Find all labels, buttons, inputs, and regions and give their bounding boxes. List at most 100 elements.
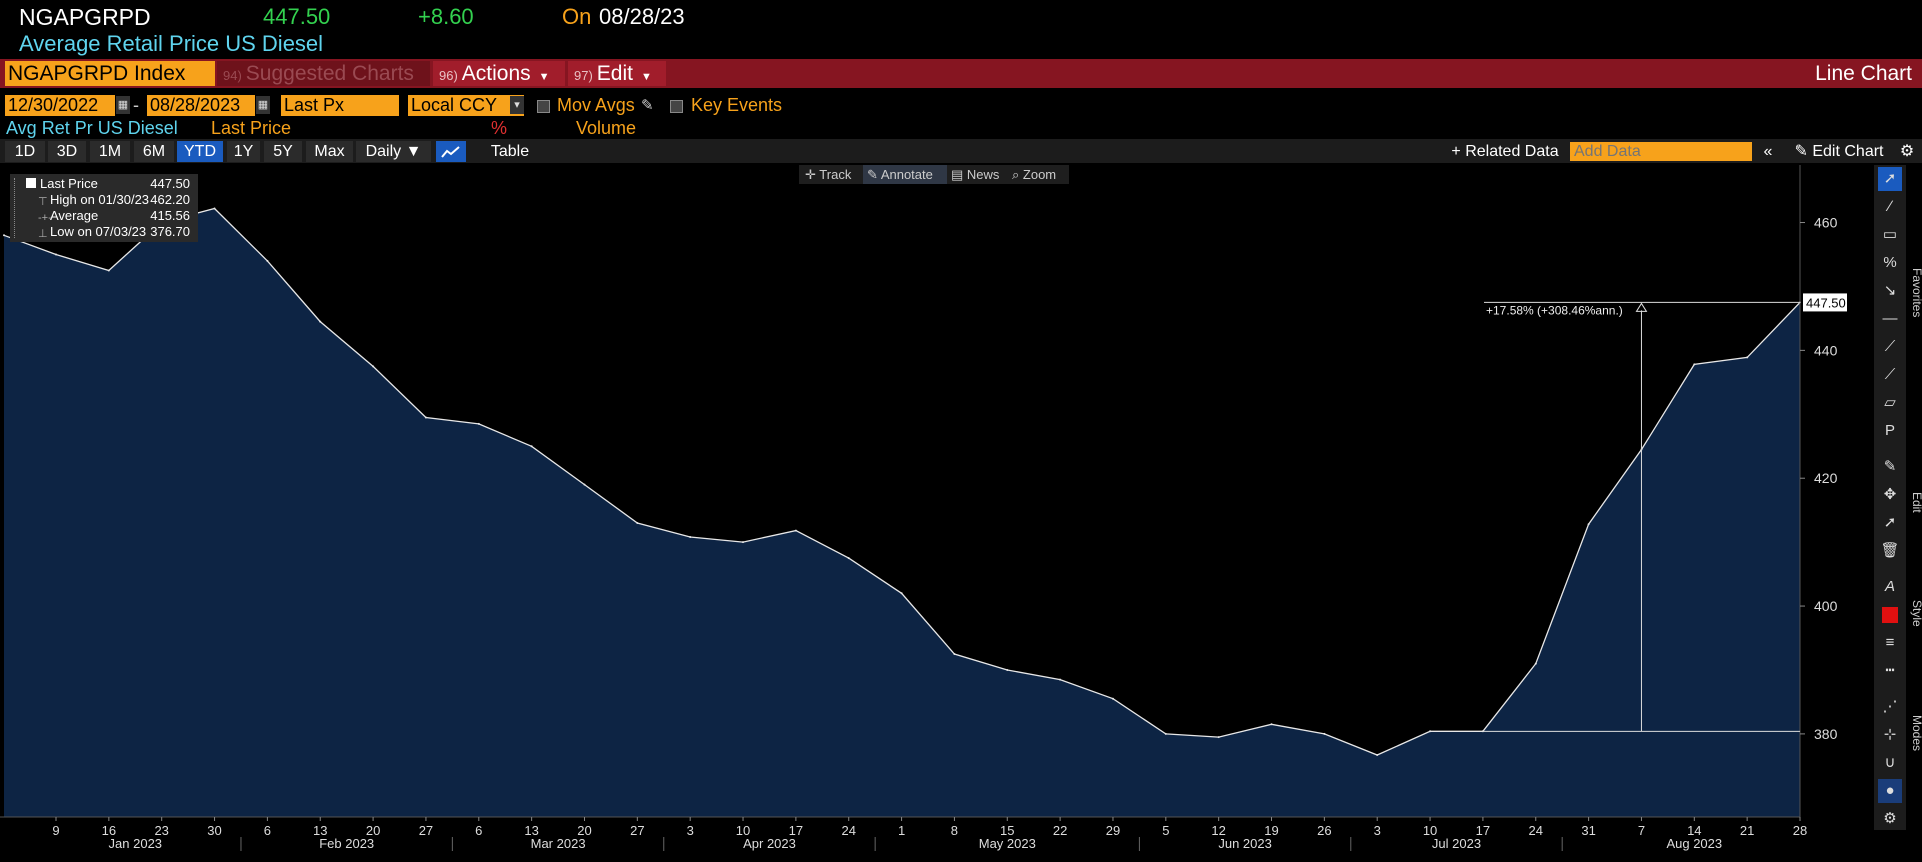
data-point <box>1693 363 1696 366</box>
tab-modes[interactable]: Modes <box>1910 715 1922 752</box>
pitchfork-icon[interactable]: P <box>1884 422 1895 439</box>
select-icon[interactable]: ➚ <box>1883 514 1897 531</box>
key-events-checkbox[interactable] <box>670 100 683 113</box>
range-6m-button[interactable]: 6M <box>134 141 174 162</box>
percent-measure-icon[interactable]: % <box>1883 254 1897 271</box>
legend-average-label: Average <box>50 208 99 223</box>
x-tick-label: 8 <box>951 823 958 838</box>
chevron-down-icon[interactable]: ▾ <box>510 96 524 114</box>
trend-line-icon[interactable]: ⟋ <box>1884 338 1896 355</box>
x-tick-label: 26 <box>1317 823 1331 838</box>
annotate-tool[interactable]: ✎ Annotate <box>863 165 947 184</box>
month-label: May 2023 <box>979 836 1036 851</box>
calendar-icon[interactable]: ▦ <box>116 96 130 114</box>
table-button[interactable]: Table <box>490 143 530 160</box>
y-tick-label: 440 <box>1814 342 1838 358</box>
tab-favorites[interactable]: Favorites <box>1910 268 1922 318</box>
range-5y-button[interactable]: 5Y <box>264 141 302 162</box>
x-tick-label: 28 <box>1793 823 1807 838</box>
legend-low-label: Low on 07/03/23 <box>50 224 147 239</box>
news-tool[interactable]: ▤ News <box>951 165 999 184</box>
x-tick-label: 1 <box>898 823 905 838</box>
percent-label: % <box>491 118 508 138</box>
x-tick-label: 23 <box>154 823 168 838</box>
range-ytd-button[interactable]: YTD <box>177 141 223 162</box>
x-tick-label: 24 <box>841 823 855 838</box>
add-data-input[interactable] <box>1570 142 1752 161</box>
arrow-icon[interactable]: ↘ <box>1883 282 1897 299</box>
security-input[interactable]: NGAPGRPD Index <box>5 61 215 86</box>
data-point <box>1376 754 1379 756</box>
edit-button[interactable]: 97) Edit ▼ <box>568 61 666 86</box>
data-point <box>55 253 57 256</box>
calendar-icon[interactable]: ▦ <box>256 96 270 114</box>
collapse-icon[interactable]: « <box>1763 143 1773 160</box>
zoom-tool[interactable]: ⌕ Zoom <box>1012 165 1056 184</box>
edit-chart-button[interactable]: ✎ Edit Chart <box>1784 141 1894 162</box>
month-label: Jul 2023 <box>1432 836 1481 851</box>
ticker: NGAPGRPD <box>19 4 151 30</box>
end-date-input[interactable]: 08/28/2023 <box>147 95 255 116</box>
range-max-button[interactable]: Max <box>306 141 353 162</box>
range-3d-button[interactable]: 3D <box>48 141 86 162</box>
start-date-input[interactable]: 12/30/2022 <box>5 95 115 116</box>
ray-icon[interactable]: ⟋ <box>1884 366 1896 383</box>
line-chart-icon[interactable] <box>436 141 466 162</box>
snap-icon[interactable]: ⊹ <box>1883 726 1897 743</box>
horizontal-line-icon[interactable]: — <box>1882 310 1898 327</box>
related-data-button[interactable]: + Related Data <box>1446 141 1564 162</box>
range-1y-button[interactable]: 1Y <box>227 141 260 162</box>
news-icon: ▤ <box>951 167 964 182</box>
caret-down-icon: ▼ <box>538 71 550 83</box>
caret-down-icon: ▼ <box>640 71 652 83</box>
channel-icon[interactable]: ▱ <box>1884 394 1896 411</box>
gear-icon[interactable]: ⚙ <box>1883 810 1897 827</box>
line-draw-icon[interactable]: ∕ <box>1888 198 1892 215</box>
x-tick-label: 20 <box>366 823 380 838</box>
rectangle-icon[interactable]: ▭ <box>1882 226 1898 243</box>
line-style-icon[interactable]: ┅ <box>1885 662 1895 679</box>
text-style-icon[interactable]: A <box>1884 578 1895 595</box>
tab-edit[interactable]: Edit <box>1910 492 1922 513</box>
periodicity-select[interactable]: Daily ▼ <box>356 141 431 162</box>
y-tick-label: 380 <box>1814 726 1838 742</box>
tab-style[interactable]: Style <box>1910 600 1922 627</box>
pencil-icon[interactable]: ✎ <box>1883 458 1897 475</box>
color-icon[interactable] <box>1878 603 1902 627</box>
data-point <box>319 320 322 323</box>
on-label: On <box>562 4 592 29</box>
x-tick-label: 12 <box>1211 823 1225 838</box>
date-separator: - <box>133 95 139 115</box>
data-point <box>1534 662 1537 665</box>
track-tool[interactable]: ✛ Track <box>805 165 851 184</box>
security-description: Average Retail Price US Diesel <box>19 31 324 56</box>
range-1d-button[interactable]: 1D <box>5 141 45 162</box>
field-input[interactable]: Last Px <box>281 95 399 116</box>
annotation-arrow-head <box>1635 302 1648 312</box>
y-tick-label: 460 <box>1814 215 1838 231</box>
data-point <box>424 416 427 419</box>
x-tick-label: 22 <box>1053 823 1067 838</box>
move-icon[interactable]: ✥ <box>1883 486 1897 503</box>
last-price-label: Last Price <box>211 118 292 138</box>
suggested-charts-button[interactable]: 94) Suggested Charts <box>217 61 430 86</box>
data-point <box>1587 523 1590 526</box>
gear-icon[interactable]: ⚙ <box>1899 143 1915 160</box>
annotation-label: +17.58% (+308.46%ann.) <box>1486 303 1623 317</box>
edit-label: Edit <box>596 62 633 85</box>
layers-icon[interactable]: ● <box>1878 779 1902 803</box>
range-1m-button[interactable]: 1M <box>90 141 130 162</box>
actions-button[interactable]: 96) Actions ▼ <box>433 61 565 86</box>
pencil-icon[interactable]: ✎ <box>641 97 654 114</box>
last-value-box <box>1803 293 1847 312</box>
dotted-mode-icon[interactable]: ⋰ <box>1882 698 1898 715</box>
related-data-label: Related Data <box>1465 143 1559 160</box>
currency-select[interactable]: Local CCY <box>408 95 524 116</box>
cursor-icon[interactable]: ➚ <box>1878 167 1902 191</box>
month-label: Mar 2023 <box>531 836 586 851</box>
trash-icon[interactable]: 🗑 <box>1880 542 1900 559</box>
line-weight-icon[interactable]: ≡ <box>1885 634 1895 651</box>
mov-avgs-checkbox[interactable] <box>537 100 550 113</box>
magnet-icon[interactable]: ∪ <box>1884 754 1896 771</box>
